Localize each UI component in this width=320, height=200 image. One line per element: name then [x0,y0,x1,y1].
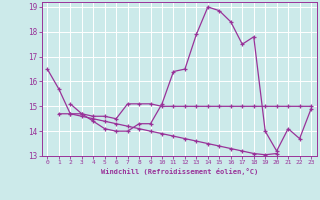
X-axis label: Windchill (Refroidissement éolien,°C): Windchill (Refroidissement éolien,°C) [100,168,258,175]
